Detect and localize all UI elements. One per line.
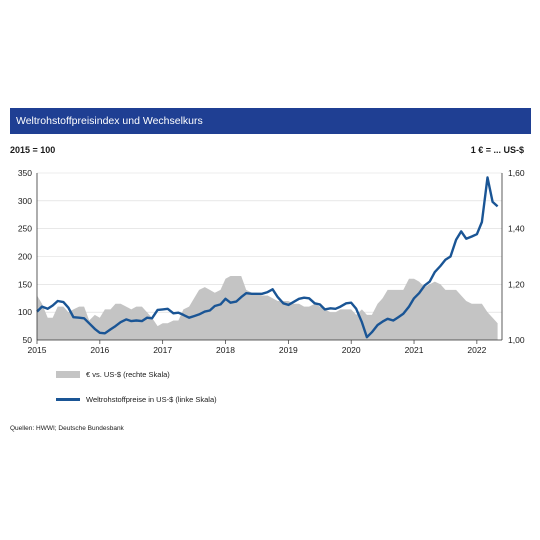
axes: [36, 173, 503, 341]
left-axis-unit: 2015 = 100: [10, 145, 56, 155]
x-axis-ticks: 2015 2016 2017 2018 2019 2020 2021 2022: [28, 340, 487, 355]
right-tick-label: 1,40: [508, 224, 525, 234]
right-tick-label: 1,20: [508, 279, 525, 289]
legend-item-area: € vs. US-$ (rechte Skala): [56, 370, 170, 379]
right-tick-label: 1,00: [508, 335, 525, 345]
x-tick-label: 2015: [28, 345, 47, 355]
x-tick-label: 2017: [153, 345, 172, 355]
left-axis-ticks: 350 300 250 200 150 100 50: [18, 168, 32, 345]
left-tick-label: 100: [18, 307, 32, 317]
x-tick-label: 2020: [342, 345, 361, 355]
x-tick-label: 2018: [216, 345, 235, 355]
line-path-commodity-prices: [36, 176, 499, 339]
x-tick-label: 2019: [279, 345, 298, 355]
left-tick-label: 150: [18, 279, 32, 289]
x-tick-label: 2022: [467, 345, 486, 355]
left-tick-label: 200: [18, 252, 32, 262]
right-tick-label: 1,60: [508, 168, 525, 178]
left-tick-label: 300: [18, 196, 32, 206]
source-note: Quellen: HWWI; Deutsche Bundesbank: [10, 425, 124, 432]
legend-label-line: Weltrohstoffpreise in US-$ (linke Skala): [86, 395, 217, 404]
legend-swatch-line: [56, 398, 80, 401]
x-tick-label: 2021: [405, 345, 424, 355]
area-path-eur-usd: [37, 276, 498, 340]
area-series: [37, 276, 498, 340]
legend-label-area: € vs. US-$ (rechte Skala): [86, 370, 170, 379]
line-series: [36, 176, 499, 339]
x-tick-label: 2016: [90, 345, 109, 355]
legend-swatch-area: [56, 371, 80, 378]
legend-item-line: Weltrohstoffpreise in US-$ (linke Skala): [56, 395, 217, 404]
right-axis-unit: 1 € = ... US-$: [470, 145, 524, 155]
left-tick-label: 350: [18, 168, 32, 178]
chart-title: Weltrohstoffpreisindex und Wechselkurs: [10, 108, 531, 134]
right-axis-ticks: 1,60 1,40 1,20 1,00: [508, 168, 525, 345]
left-tick-label: 250: [18, 224, 32, 234]
left-tick-label: 50: [23, 335, 33, 345]
